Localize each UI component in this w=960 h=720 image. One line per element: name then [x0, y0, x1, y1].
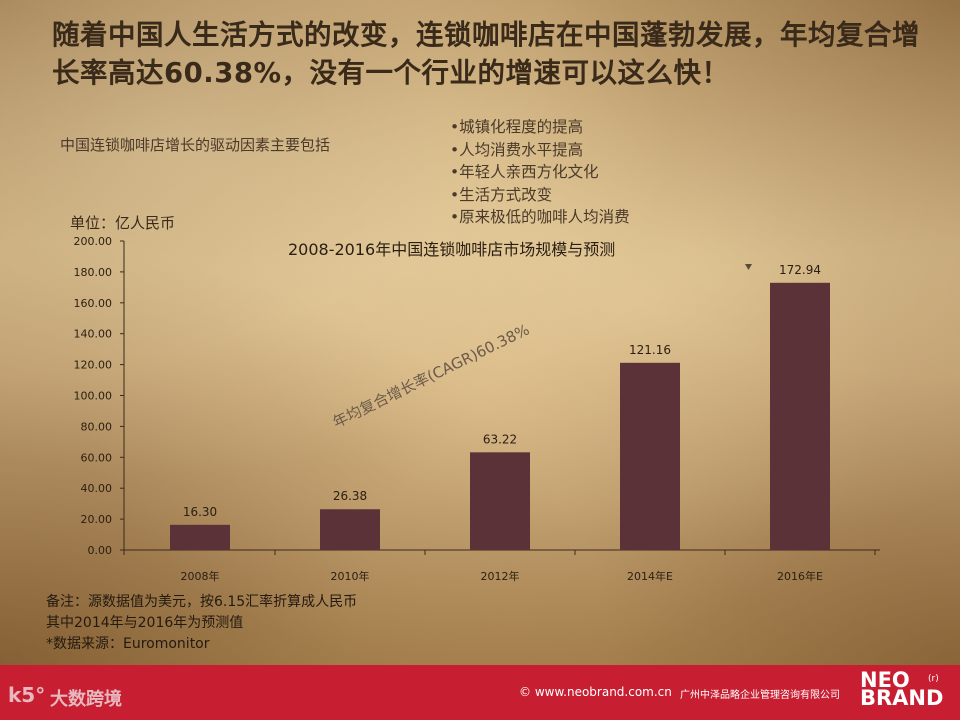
footer-website[interactable]: © www.neobrand.com.cn — [519, 685, 672, 699]
y-tick-label: 100.00 — [74, 390, 113, 403]
drivers-list: •城镇化程度的提高 •人均消费水平提高 •年轻人亲西方化文化 •生活方式改变 •… — [450, 116, 630, 229]
bar — [170, 524, 230, 550]
data-label: 121.16 — [629, 343, 671, 357]
logo-line: NEO — [860, 668, 910, 692]
cagr-annotation: 年均复合增长率(CAGR)60.38% — [330, 321, 532, 432]
driver-item: •生活方式改变 — [450, 185, 553, 204]
driver-item: •城镇化程度的提高 — [450, 118, 584, 136]
arrow-marker-icon — [745, 264, 752, 270]
bar — [770, 282, 830, 550]
y-tick-label: 200.00 — [74, 235, 113, 248]
data-label: 172.94 — [779, 263, 821, 277]
data-label: 63.22 — [483, 432, 517, 446]
y-tick-label: 40.00 — [81, 482, 113, 495]
y-tick-label: 20.00 — [81, 513, 113, 526]
drivers-intro: 中国连锁咖啡店增长的驱动因素主要包括 — [60, 136, 331, 154]
x-tick-label: 2014年E — [627, 569, 673, 583]
note-line: 备注：源数据值为美元，按6.15汇率折算成人民币 — [46, 594, 358, 610]
unit-label: 单位：亿人民币 — [70, 214, 176, 232]
driver-item: •年轻人亲西方化文化 — [450, 163, 599, 181]
footer-company: 广州中泽品略企业管理咨询有限公司 — [680, 690, 840, 701]
data-label: 26.38 — [333, 489, 367, 503]
y-tick-label: 140.00 — [74, 328, 113, 341]
x-tick-label: 2012年 — [481, 569, 520, 583]
data-label: 16.30 — [183, 505, 217, 519]
y-tick-label: 180.00 — [74, 266, 113, 279]
bar — [620, 362, 680, 550]
headline: 随着中国人生活方式的改变，连锁咖啡店在中国蓬勃发展，年均复合增长率高达60.38… — [52, 19, 920, 89]
x-tick-label: 2008年 — [181, 569, 220, 583]
driver-item: •原来极低的咖啡人均消费 — [450, 208, 630, 226]
trademark-mark: (r) — [928, 674, 939, 684]
bar — [320, 509, 380, 550]
bar — [470, 452, 530, 550]
chart-title: 2008-2016年中国连锁咖啡店市场规模与预测 — [288, 240, 616, 259]
y-tick-label: 160.00 — [74, 297, 113, 310]
bar-chart: 0.00 20.00 40.00 60.00 80.00 100.00 120.00 140.… — [74, 235, 880, 583]
y-tick-label: 80.00 — [81, 420, 113, 433]
notes: 备注：源数据值为美元，按6.15汇率折算成人民币 其中2014年与2016年为预… — [46, 592, 357, 655]
y-tick-label: 0.00 — [88, 544, 113, 557]
x-tick-label: 2016年E — [777, 569, 823, 583]
logo-mark-icon: k5° — [8, 683, 46, 707]
logo-line: BRAND — [860, 686, 944, 710]
y-tick-label: 60.00 — [81, 451, 113, 464]
footer-bar: k5° 大数跨境 © www.neobrand.com.cn 广州中泽品略企业管… — [0, 665, 960, 720]
y-tick-label: 120.00 — [74, 359, 113, 372]
watermark-brand: 大数跨境 — [50, 689, 122, 710]
note-line: 其中2014年与2016年为预测值 — [46, 615, 244, 631]
neobrand-logo: NEO BRAND — [860, 668, 944, 710]
driver-item: •人均消费水平提高 — [450, 140, 584, 159]
x-tick-label: 2010年 — [331, 569, 370, 583]
note-line: *数据来源：Euromonitor — [46, 636, 210, 652]
